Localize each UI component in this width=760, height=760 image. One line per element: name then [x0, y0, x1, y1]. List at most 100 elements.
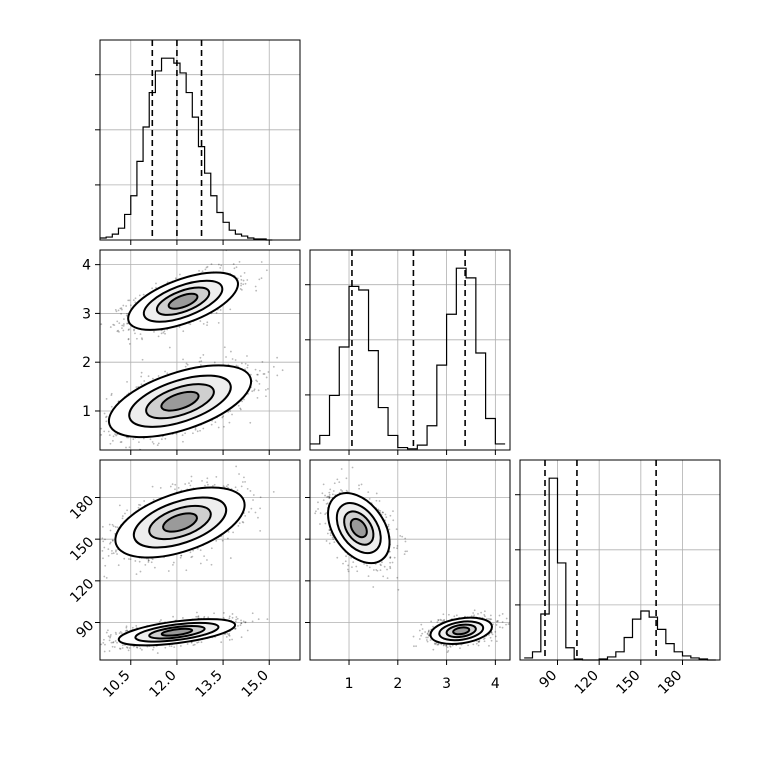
sample-point	[231, 358, 234, 360]
sample-point	[131, 626, 134, 629]
sample-point	[109, 326, 112, 328]
sample-point	[228, 632, 231, 635]
sample-point	[199, 549, 202, 552]
sample-point	[192, 549, 194, 552]
sample-point	[120, 452, 122, 454]
sample-point	[186, 363, 189, 366]
sample-point	[262, 373, 265, 375]
contour-line	[142, 279, 224, 323]
sample-point	[235, 364, 238, 367]
sample-point	[116, 526, 119, 529]
sample-point	[111, 523, 114, 526]
sample-point	[202, 354, 205, 356]
sample-point	[259, 507, 262, 510]
sample-point	[198, 360, 201, 363]
sample-point	[182, 330, 185, 333]
sample-point	[235, 618, 238, 621]
sample-point	[124, 512, 126, 515]
sample-point	[241, 481, 244, 483]
sample-point	[240, 282, 243, 285]
sample-point	[223, 425, 225, 428]
sample-point	[151, 485, 154, 488]
sample-point	[152, 442, 155, 445]
sample-point	[105, 631, 108, 634]
sample-point	[260, 261, 263, 263]
sample-point	[221, 539, 224, 542]
sample-point	[239, 624, 242, 627]
sample-point	[132, 438, 135, 441]
sample-point	[184, 365, 187, 368]
sample-point	[215, 539, 218, 542]
sample-point	[172, 563, 174, 566]
sample-point	[87, 641, 89, 643]
sample-point	[135, 625, 138, 627]
sample-point	[129, 304, 132, 307]
sample-point	[101, 525, 104, 528]
sample-point	[246, 366, 249, 369]
density-fill	[168, 293, 198, 309]
sample-point	[220, 641, 223, 644]
sample-point	[97, 530, 99, 532]
panel-frame	[99, 249, 301, 451]
sample-point	[127, 329, 130, 331]
sample-point	[111, 539, 114, 542]
sample-point	[129, 558, 132, 561]
sample-point	[210, 547, 213, 550]
sample-point	[214, 421, 217, 424]
sample-point	[103, 575, 106, 578]
sample-point	[243, 476, 245, 479]
sample-point	[122, 304, 125, 307]
sample-point	[258, 383, 261, 385]
sample-point	[166, 372, 169, 375]
sample-point	[272, 491, 275, 493]
sample-point	[254, 511, 257, 514]
sample-point	[95, 643, 97, 645]
sample-point	[116, 553, 118, 555]
sample-point	[112, 525, 115, 528]
sample-point	[204, 268, 207, 271]
sample-point	[110, 392, 113, 395]
sample-point	[103, 412, 106, 415]
sample-point	[231, 616, 234, 619]
sample-point	[115, 633, 118, 636]
sample-point	[128, 446, 131, 449]
sample-point	[157, 442, 160, 445]
sample-point	[140, 383, 143, 386]
sample-point	[227, 483, 230, 486]
sample-point	[255, 379, 258, 382]
sample-point	[182, 440, 184, 443]
sample-point	[227, 530, 230, 533]
density-fill	[161, 391, 199, 411]
sample-point	[199, 562, 202, 565]
sample-point	[206, 481, 209, 484]
sample-point	[111, 552, 113, 555]
sample-point	[119, 647, 122, 650]
sample-point	[164, 646, 167, 649]
sample-point	[243, 398, 245, 401]
sample-point	[226, 537, 229, 540]
sample-point	[116, 330, 119, 333]
sample-point	[215, 312, 218, 314]
sample-point	[172, 561, 175, 564]
sample-point	[87, 523, 89, 525]
sample-point	[254, 368, 257, 371]
sample-point	[198, 269, 200, 272]
sample-point	[160, 438, 163, 441]
sample-point	[109, 542, 111, 545]
sample-point	[205, 266, 208, 269]
sample-point	[152, 646, 155, 649]
sample-point	[228, 615, 231, 618]
sample-point	[264, 389, 267, 391]
sample-point	[137, 506, 140, 509]
sample-point	[179, 273, 181, 276]
sample-point	[123, 557, 126, 560]
sample-point	[172, 615, 174, 618]
sample-point	[68, 573, 70, 575]
sample-point	[134, 301, 137, 304]
sample-point	[229, 308, 232, 311]
sample-point	[168, 346, 171, 349]
sample-point	[144, 563, 147, 566]
sample-point	[124, 630, 127, 632]
sample-point	[122, 329, 125, 332]
sample-point	[252, 499, 254, 501]
